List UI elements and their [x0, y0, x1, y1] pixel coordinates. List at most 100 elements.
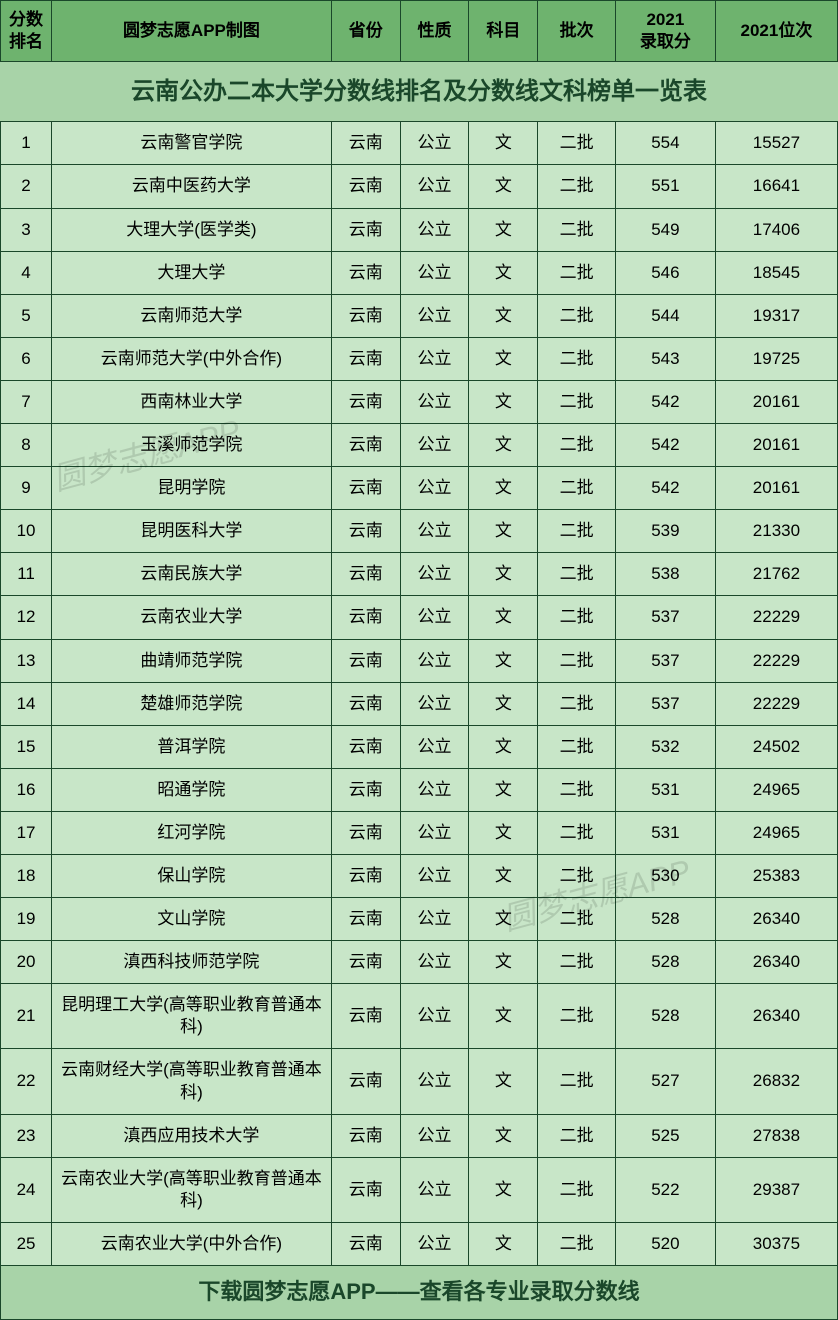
- cell-rank: 6: [1, 337, 52, 380]
- cell-nature: 公立: [400, 596, 469, 639]
- cell-nature: 公立: [400, 1114, 469, 1157]
- cell-batch: 二批: [538, 424, 616, 467]
- cell-nature: 公立: [400, 467, 469, 510]
- cell-nature: 公立: [400, 811, 469, 854]
- cell-province: 云南: [331, 596, 400, 639]
- cell-subject: 文: [469, 1049, 538, 1114]
- cell-name: 滇西科技师范学院: [52, 941, 332, 984]
- table-row: 23滇西应用技术大学云南公立文二批52527838: [1, 1114, 838, 1157]
- cell-province: 云南: [331, 380, 400, 423]
- cell-province: 云南: [331, 725, 400, 768]
- cell-province: 云南: [331, 1157, 400, 1222]
- table-row: 2云南中医药大学云南公立文二批55116641: [1, 165, 838, 208]
- cell-province: 云南: [331, 294, 400, 337]
- cell-score: 539: [615, 510, 715, 553]
- cell-province: 云南: [331, 768, 400, 811]
- cell-subject: 文: [469, 122, 538, 165]
- table-row: 9昆明学院云南公立文二批54220161: [1, 467, 838, 510]
- cell-position: 22229: [715, 596, 837, 639]
- cell-nature: 公立: [400, 553, 469, 596]
- cell-position: 20161: [715, 380, 837, 423]
- cell-nature: 公立: [400, 251, 469, 294]
- cell-score: 554: [615, 122, 715, 165]
- cell-nature: 公立: [400, 941, 469, 984]
- cell-nature: 公立: [400, 639, 469, 682]
- cell-batch: 二批: [538, 1157, 616, 1222]
- cell-province: 云南: [331, 639, 400, 682]
- cell-subject: 文: [469, 984, 538, 1049]
- cell-batch: 二批: [538, 467, 616, 510]
- cell-batch: 二批: [538, 811, 616, 854]
- cell-position: 26340: [715, 941, 837, 984]
- cell-position: 30375: [715, 1222, 837, 1265]
- table-row: 4大理大学云南公立文二批54618545: [1, 251, 838, 294]
- cell-score: 544: [615, 294, 715, 337]
- cell-name: 云南农业大学: [52, 596, 332, 639]
- cell-nature: 公立: [400, 424, 469, 467]
- cell-rank: 17: [1, 811, 52, 854]
- title-row: 云南公办二本大学分数线排名及分数线文科榜单一览表: [1, 62, 838, 122]
- cell-subject: 文: [469, 941, 538, 984]
- cell-subject: 文: [469, 768, 538, 811]
- cell-position: 16641: [715, 165, 837, 208]
- cell-position: 24502: [715, 725, 837, 768]
- cell-position: 26340: [715, 984, 837, 1049]
- cell-rank: 16: [1, 768, 52, 811]
- cell-name: 普洱学院: [52, 725, 332, 768]
- cell-subject: 文: [469, 337, 538, 380]
- cell-subject: 文: [469, 294, 538, 337]
- ranking-table: 云南公办二本大学分数线排名及分数线文科榜单一览表 分数排名圆梦志愿APP制图省份…: [0, 0, 838, 1320]
- cell-position: 24965: [715, 768, 837, 811]
- cell-position: 22229: [715, 639, 837, 682]
- cell-nature: 公立: [400, 294, 469, 337]
- cell-nature: 公立: [400, 682, 469, 725]
- cell-subject: 文: [469, 251, 538, 294]
- header-province: 省份: [331, 1, 400, 62]
- cell-subject: 文: [469, 1157, 538, 1222]
- header-row: 分数排名圆梦志愿APP制图省份性质科目批次2021录取分2021位次: [1, 1, 838, 62]
- cell-name: 保山学院: [52, 854, 332, 897]
- cell-subject: 文: [469, 898, 538, 941]
- cell-province: 云南: [331, 984, 400, 1049]
- cell-batch: 二批: [538, 337, 616, 380]
- cell-name: 云南民族大学: [52, 553, 332, 596]
- cell-score: 549: [615, 208, 715, 251]
- table-row: 18保山学院云南公立文二批53025383: [1, 854, 838, 897]
- cell-rank: 11: [1, 553, 52, 596]
- cell-rank: 8: [1, 424, 52, 467]
- table-row: 11云南民族大学云南公立文二批53821762: [1, 553, 838, 596]
- table-row: 15普洱学院云南公立文二批53224502: [1, 725, 838, 768]
- cell-name: 云南师范大学: [52, 294, 332, 337]
- table-row: 13曲靖师范学院云南公立文二批53722229: [1, 639, 838, 682]
- cell-nature: 公立: [400, 122, 469, 165]
- cell-province: 云南: [331, 208, 400, 251]
- cell-subject: 文: [469, 208, 538, 251]
- cell-subject: 文: [469, 510, 538, 553]
- cell-score: 528: [615, 898, 715, 941]
- cell-rank: 1: [1, 122, 52, 165]
- cell-position: 19725: [715, 337, 837, 380]
- cell-nature: 公立: [400, 854, 469, 897]
- cell-score: 528: [615, 984, 715, 1049]
- header-name: 圆梦志愿APP制图: [52, 1, 332, 62]
- cell-position: 21762: [715, 553, 837, 596]
- cell-nature: 公立: [400, 768, 469, 811]
- cell-position: 26340: [715, 898, 837, 941]
- cell-score: 522: [615, 1157, 715, 1222]
- cell-batch: 二批: [538, 1114, 616, 1157]
- cell-subject: 文: [469, 553, 538, 596]
- cell-rank: 9: [1, 467, 52, 510]
- cell-nature: 公立: [400, 208, 469, 251]
- cell-subject: 文: [469, 380, 538, 423]
- cell-subject: 文: [469, 811, 538, 854]
- cell-position: 21330: [715, 510, 837, 553]
- cell-score: 537: [615, 682, 715, 725]
- cell-subject: 文: [469, 424, 538, 467]
- cell-province: 云南: [331, 1222, 400, 1265]
- cell-rank: 25: [1, 1222, 52, 1265]
- table-row: 21昆明理工大学(高等职业教育普通本科)云南公立文二批52826340: [1, 984, 838, 1049]
- cell-rank: 15: [1, 725, 52, 768]
- cell-batch: 二批: [538, 294, 616, 337]
- cell-batch: 二批: [538, 553, 616, 596]
- cell-batch: 二批: [538, 941, 616, 984]
